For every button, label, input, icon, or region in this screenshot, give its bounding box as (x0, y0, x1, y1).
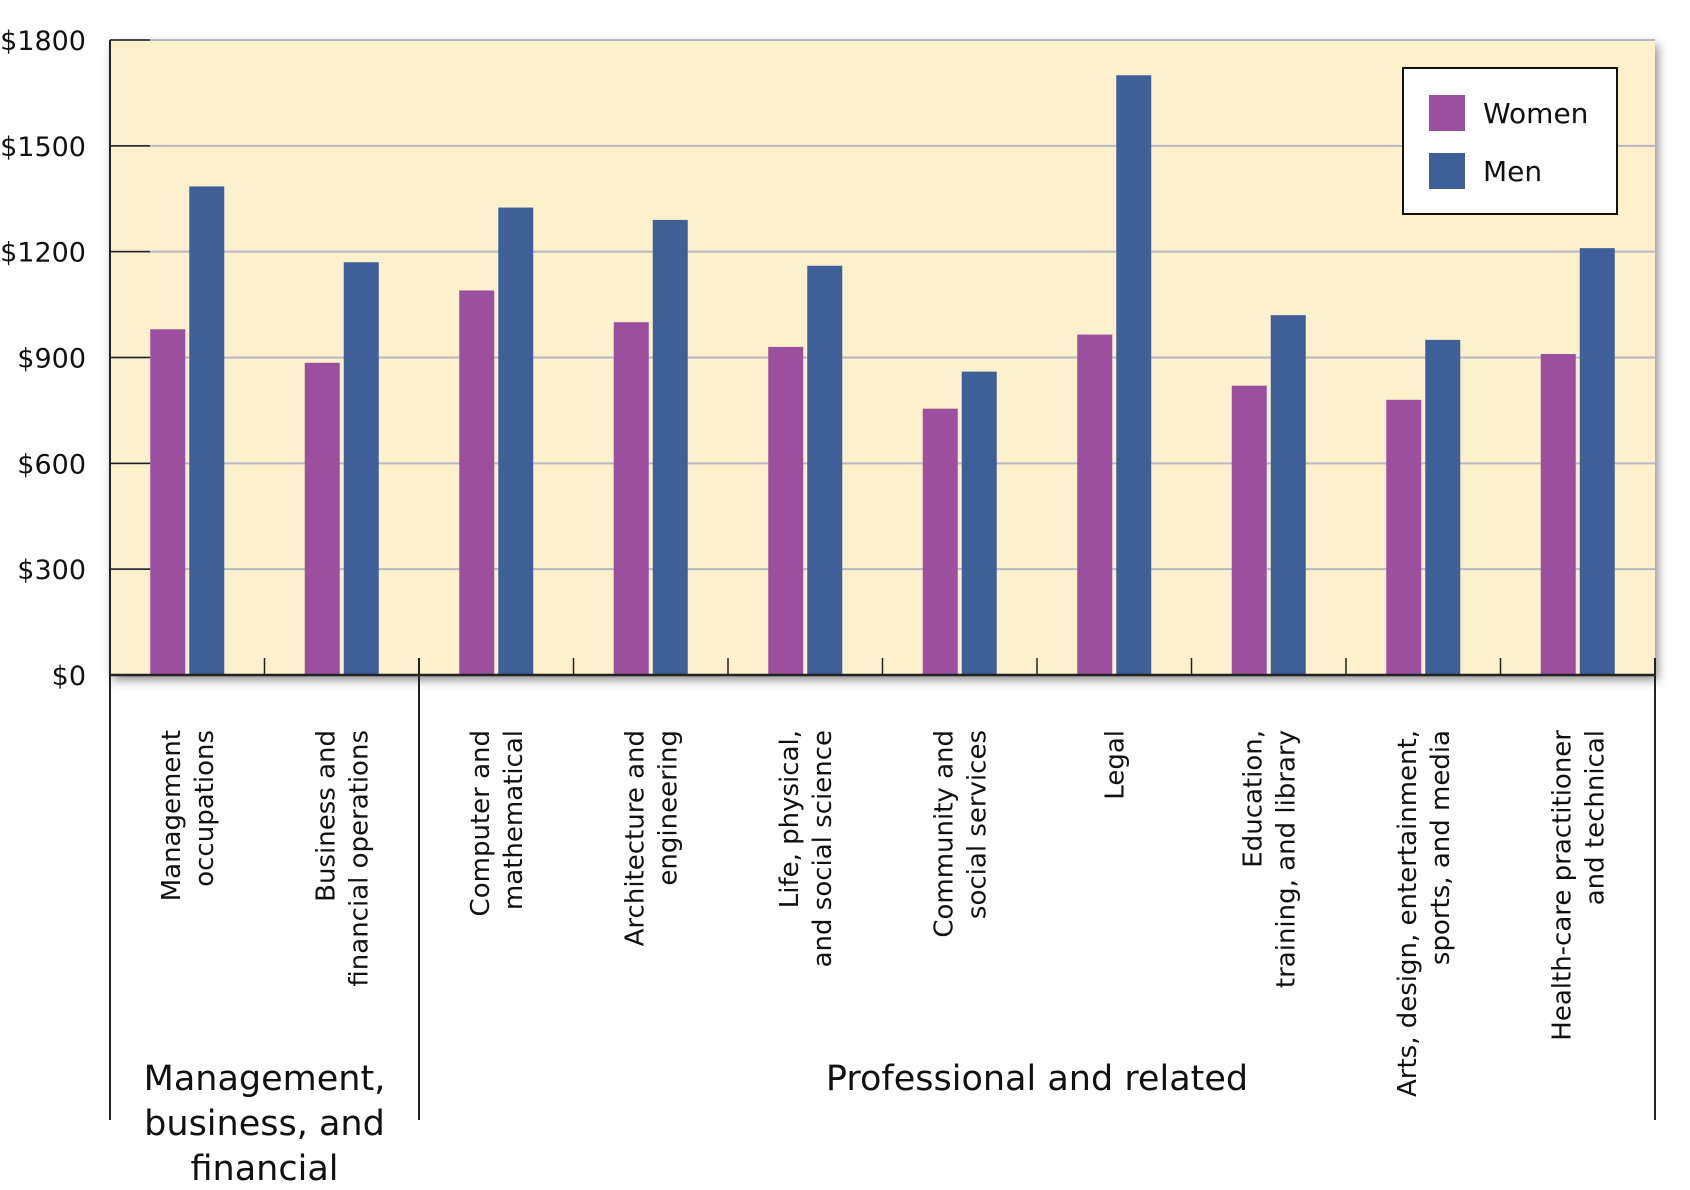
category-label-4-line-1: and social science (808, 730, 838, 967)
y-tick-label-1500: $1500 (0, 132, 86, 163)
category-label-6-line-0: Legal (1100, 730, 1130, 800)
category-label-3-line-1: engineering (653, 730, 683, 886)
bar-women-0 (150, 329, 186, 675)
category-label-9-line-0: Health-care practitioner (1547, 730, 1577, 1041)
bar-men-1 (343, 262, 379, 675)
bar-men-8 (1425, 339, 1461, 675)
group-label-0-line-0: Management, (144, 1059, 386, 1099)
group-label-0-line-1: business, and (144, 1104, 385, 1144)
group-label-1-line-0: Professional and related (826, 1059, 1248, 1099)
group-label-0-line-2: financial (191, 1149, 339, 1189)
category-label-5-line-0: Community and (929, 730, 959, 938)
bar-men-7 (1270, 315, 1306, 675)
y-tick-label-1800: $1800 (0, 26, 86, 57)
y-tick-label-1200: $1200 (0, 238, 86, 269)
bar-women-3 (613, 322, 649, 675)
bar-women-9 (1540, 353, 1576, 675)
category-label-2-line-0: Computer and (466, 730, 496, 916)
legend-label-men: Men (1483, 155, 1542, 188)
bar-women-1 (304, 362, 340, 675)
category-label-2-line-1: mathematical (499, 730, 529, 910)
legend-box (1402, 67, 1618, 215)
category-label-5-line-1: social services (962, 730, 992, 919)
group-labels: Management, business, and financial Profess… (144, 1059, 1248, 1189)
bar-men-3 (652, 219, 688, 675)
legend: Women Men (1402, 67, 1618, 215)
axes (109, 39, 1656, 1120)
category-label-8-line-0: Arts, design, entertainment, (1393, 730, 1423, 1097)
bar-men-6 (1116, 75, 1152, 676)
bars (150, 75, 1615, 676)
bar-women-6 (1077, 334, 1113, 675)
bar-women-8 (1386, 399, 1422, 675)
y-tick-label-0: $0 (52, 661, 86, 692)
y-tick-label-900: $900 (17, 344, 86, 375)
bar-men-2 (498, 207, 534, 675)
category-label-1-line-0: Business and (311, 730, 341, 902)
legend-swatch-men (1429, 153, 1465, 189)
bar-women-4 (768, 346, 804, 675)
bar-women-7 (1231, 385, 1267, 675)
bar-men-9 (1579, 248, 1615, 675)
bar-men-4 (807, 265, 843, 675)
y-tick-label-600: $600 (17, 449, 86, 480)
legend-swatch-women (1429, 95, 1465, 131)
category-label-8-line-1: sports, and media (1426, 730, 1456, 965)
bar-men-0 (189, 186, 225, 675)
bar-women-5 (922, 408, 958, 675)
y-axis-ticks: $0 $300 $600 $900 $1200 $1500 $1800 (0, 26, 86, 692)
category-labels: Management occupations Business and financi… (157, 730, 1611, 1097)
category-label-0-line-0: Management (157, 730, 187, 901)
legend-label-women: Women (1483, 97, 1588, 130)
bar-women-2 (459, 290, 495, 675)
category-label-3-line-0: Architecture and (620, 730, 650, 946)
category-label-7-line-1: training, and library (1271, 730, 1301, 988)
category-label-1-line-1: financial operations (344, 730, 374, 987)
bar-men-5 (961, 371, 997, 675)
category-label-4-line-0: Life, physical, (775, 730, 805, 908)
category-label-0-line-1: occupations (190, 730, 220, 887)
category-label-7-line-0: Education, (1238, 730, 1268, 868)
y-tick-label-300: $300 (17, 555, 86, 586)
category-label-9-line-1: and technical (1580, 730, 1610, 905)
